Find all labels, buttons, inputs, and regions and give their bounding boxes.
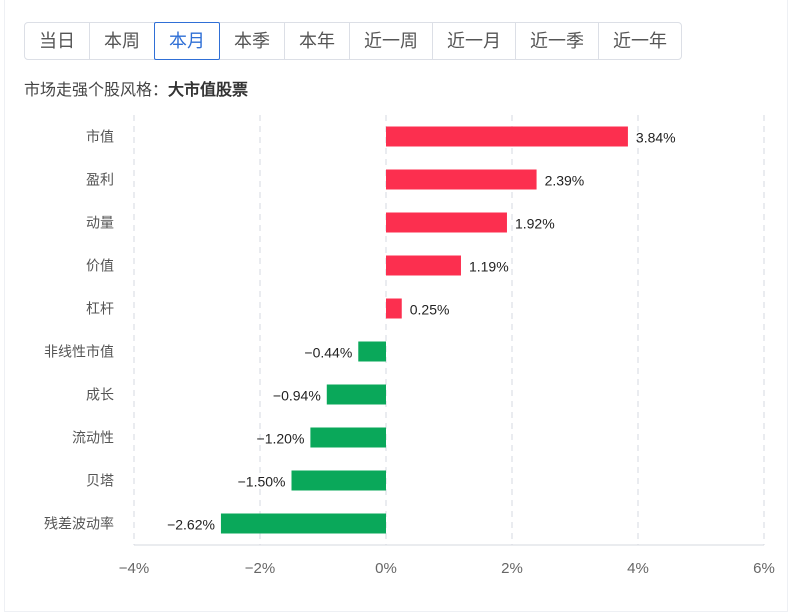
bar: [220, 513, 386, 534]
period-tabs: 当日 本周 本月 本季 本年 近一周 近一月 近一季 近一年: [24, 22, 682, 60]
tab-last-year[interactable]: 近一年: [613, 31, 667, 51]
category-label: 成长: [86, 387, 114, 403]
bar: [386, 255, 461, 276]
style-summary: 市场走强个股风格：大市值股票: [24, 76, 248, 100]
x-tick-label: 6%: [753, 560, 775, 577]
category-label: 动量: [86, 215, 114, 231]
bar: [386, 298, 402, 319]
tab-last-week[interactable]: 近一周: [350, 23, 433, 59]
x-tick-label: −4%: [119, 560, 149, 577]
category-label: 贝塔: [86, 473, 114, 489]
tab-today[interactable]: 当日: [25, 23, 90, 59]
data-label: −2.62%: [167, 517, 215, 533]
category-label: 流动性: [72, 430, 114, 446]
x-tick-label: 0%: [375, 560, 397, 577]
tab-this-quarter[interactable]: 本季: [220, 23, 285, 59]
tab-this-year[interactable]: 本年: [285, 23, 350, 59]
bar: [386, 169, 537, 190]
x-tick-label: 2%: [501, 560, 523, 577]
x-tick-label: −2%: [245, 560, 275, 577]
bar: [310, 427, 386, 448]
data-label: −1.50%: [238, 474, 286, 490]
data-label: −0.44%: [304, 345, 352, 361]
category-label: 杠杆: [86, 301, 114, 317]
tab-last-month[interactable]: 近一月: [433, 23, 516, 59]
category-label: 非线性市值: [44, 344, 114, 360]
bar: [386, 212, 507, 233]
data-label: 1.92%: [515, 216, 555, 232]
x-tick-label: 4%: [627, 560, 649, 577]
bar: [358, 341, 386, 362]
data-label: 0.25%: [410, 302, 450, 318]
category-label: 价值: [86, 258, 114, 274]
category-label: 市值: [86, 129, 114, 145]
chart-panel: [4, 0, 788, 612]
bar: [291, 470, 386, 491]
style-summary-value: 大市值股票: [168, 82, 249, 99]
data-label: −1.20%: [257, 431, 305, 447]
data-label: −0.94%: [273, 388, 321, 404]
data-label: 1.19%: [469, 259, 509, 275]
category-label: 盈利: [86, 172, 114, 188]
style-summary-label: 市场走强个股风格：: [24, 82, 169, 99]
data-label: 3.84%: [636, 130, 676, 146]
bar: [326, 384, 386, 405]
tab-this-month[interactable]: 本月: [154, 22, 220, 60]
tab-last-quarter[interactable]: 近一季: [516, 23, 599, 59]
data-label: 2.39%: [545, 173, 585, 189]
bar: [386, 126, 628, 147]
category-label: 残差波动率: [44, 516, 114, 532]
